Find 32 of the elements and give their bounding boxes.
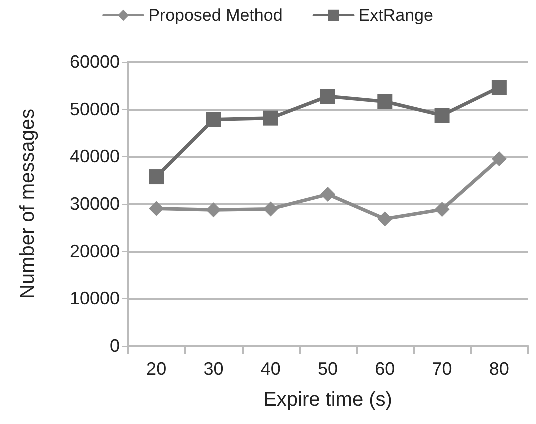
point [320,89,336,104]
point [263,202,278,217]
x-tick-label: 40 [260,359,281,379]
x-tick-label: 80 [489,359,510,379]
legend-label: Proposed Method [148,6,283,25]
y-axis-title: Number of messages [17,108,39,300]
y-tick-label: 10000 [70,288,120,309]
point [378,212,393,227]
point [149,170,164,185]
y-tick-label: 30000 [70,194,120,214]
point [492,152,507,167]
point [263,110,278,126]
x-axis-title: Expire time (s) [264,389,392,411]
y-tick-label: 0 [110,336,120,356]
legend-label: ExtRange [358,6,434,25]
point [434,202,450,218]
x-tick-label: 60 [375,359,396,379]
y-tick-label: 50000 [70,99,120,120]
point [206,112,222,128]
point [320,187,336,202]
point [434,108,450,123]
point [206,202,222,218]
y-tick-label: 40000 [70,146,120,167]
y-tick-label: 20000 [70,241,120,262]
point [149,201,164,216]
y-tick-label: 60000 [70,52,120,72]
x-tick-label: 20 [146,359,167,379]
x-tick-label: 50 [318,359,338,379]
x-tick-label: 70 [432,359,452,379]
point [492,80,507,96]
x-tick-label: 30 [204,359,224,379]
point [378,94,393,110]
